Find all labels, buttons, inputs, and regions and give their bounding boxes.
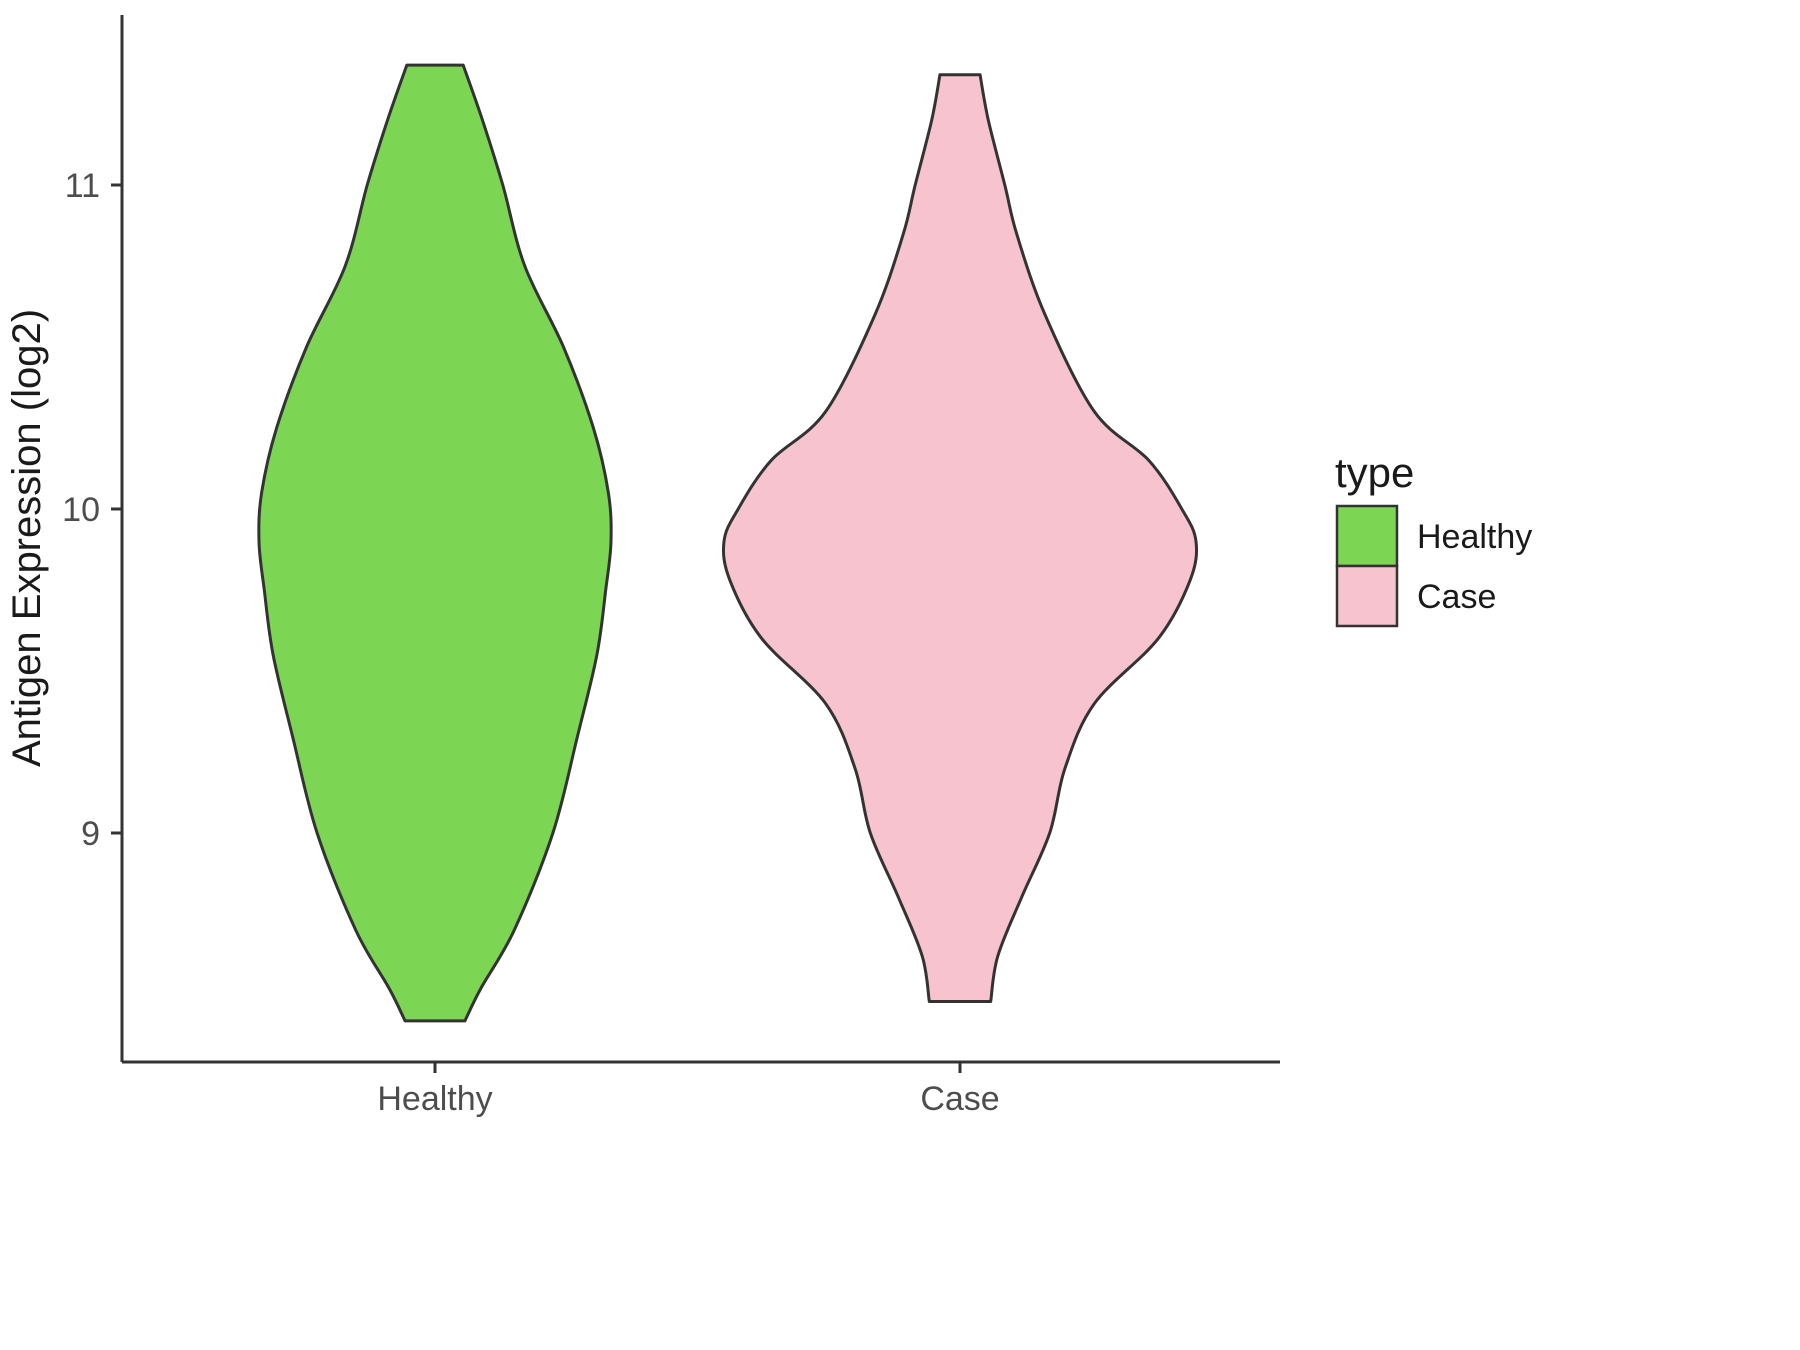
x-axis: Healthy Case (122, 1060, 1280, 1118)
legend-label-healthy: Healthy (1417, 518, 1532, 556)
legend-swatch-healthy (1335, 504, 1399, 568)
y-axis: 9 10 11 (62, 15, 124, 1062)
violin-shape-case (721, 73, 1199, 1003)
x-category-label: Case (920, 1080, 999, 1118)
x-category-label: Healthy (377, 1080, 492, 1118)
legend-swatch-case (1335, 564, 1399, 628)
y-axis-title: Antigen Expression (log2) (5, 309, 49, 767)
y-tick-label: 11 (65, 167, 100, 205)
violin-shape-healthy (257, 63, 613, 1023)
y-tick-label: 9 (81, 815, 100, 853)
legend-title: type (1335, 449, 1414, 496)
legend-entries: Healthy Case (1335, 504, 1532, 628)
legend: type Healthy Case (1335, 449, 1532, 628)
violins (257, 63, 1199, 1023)
legend-label-case: Case (1417, 578, 1496, 616)
y-tick-label: 10 (62, 491, 100, 529)
